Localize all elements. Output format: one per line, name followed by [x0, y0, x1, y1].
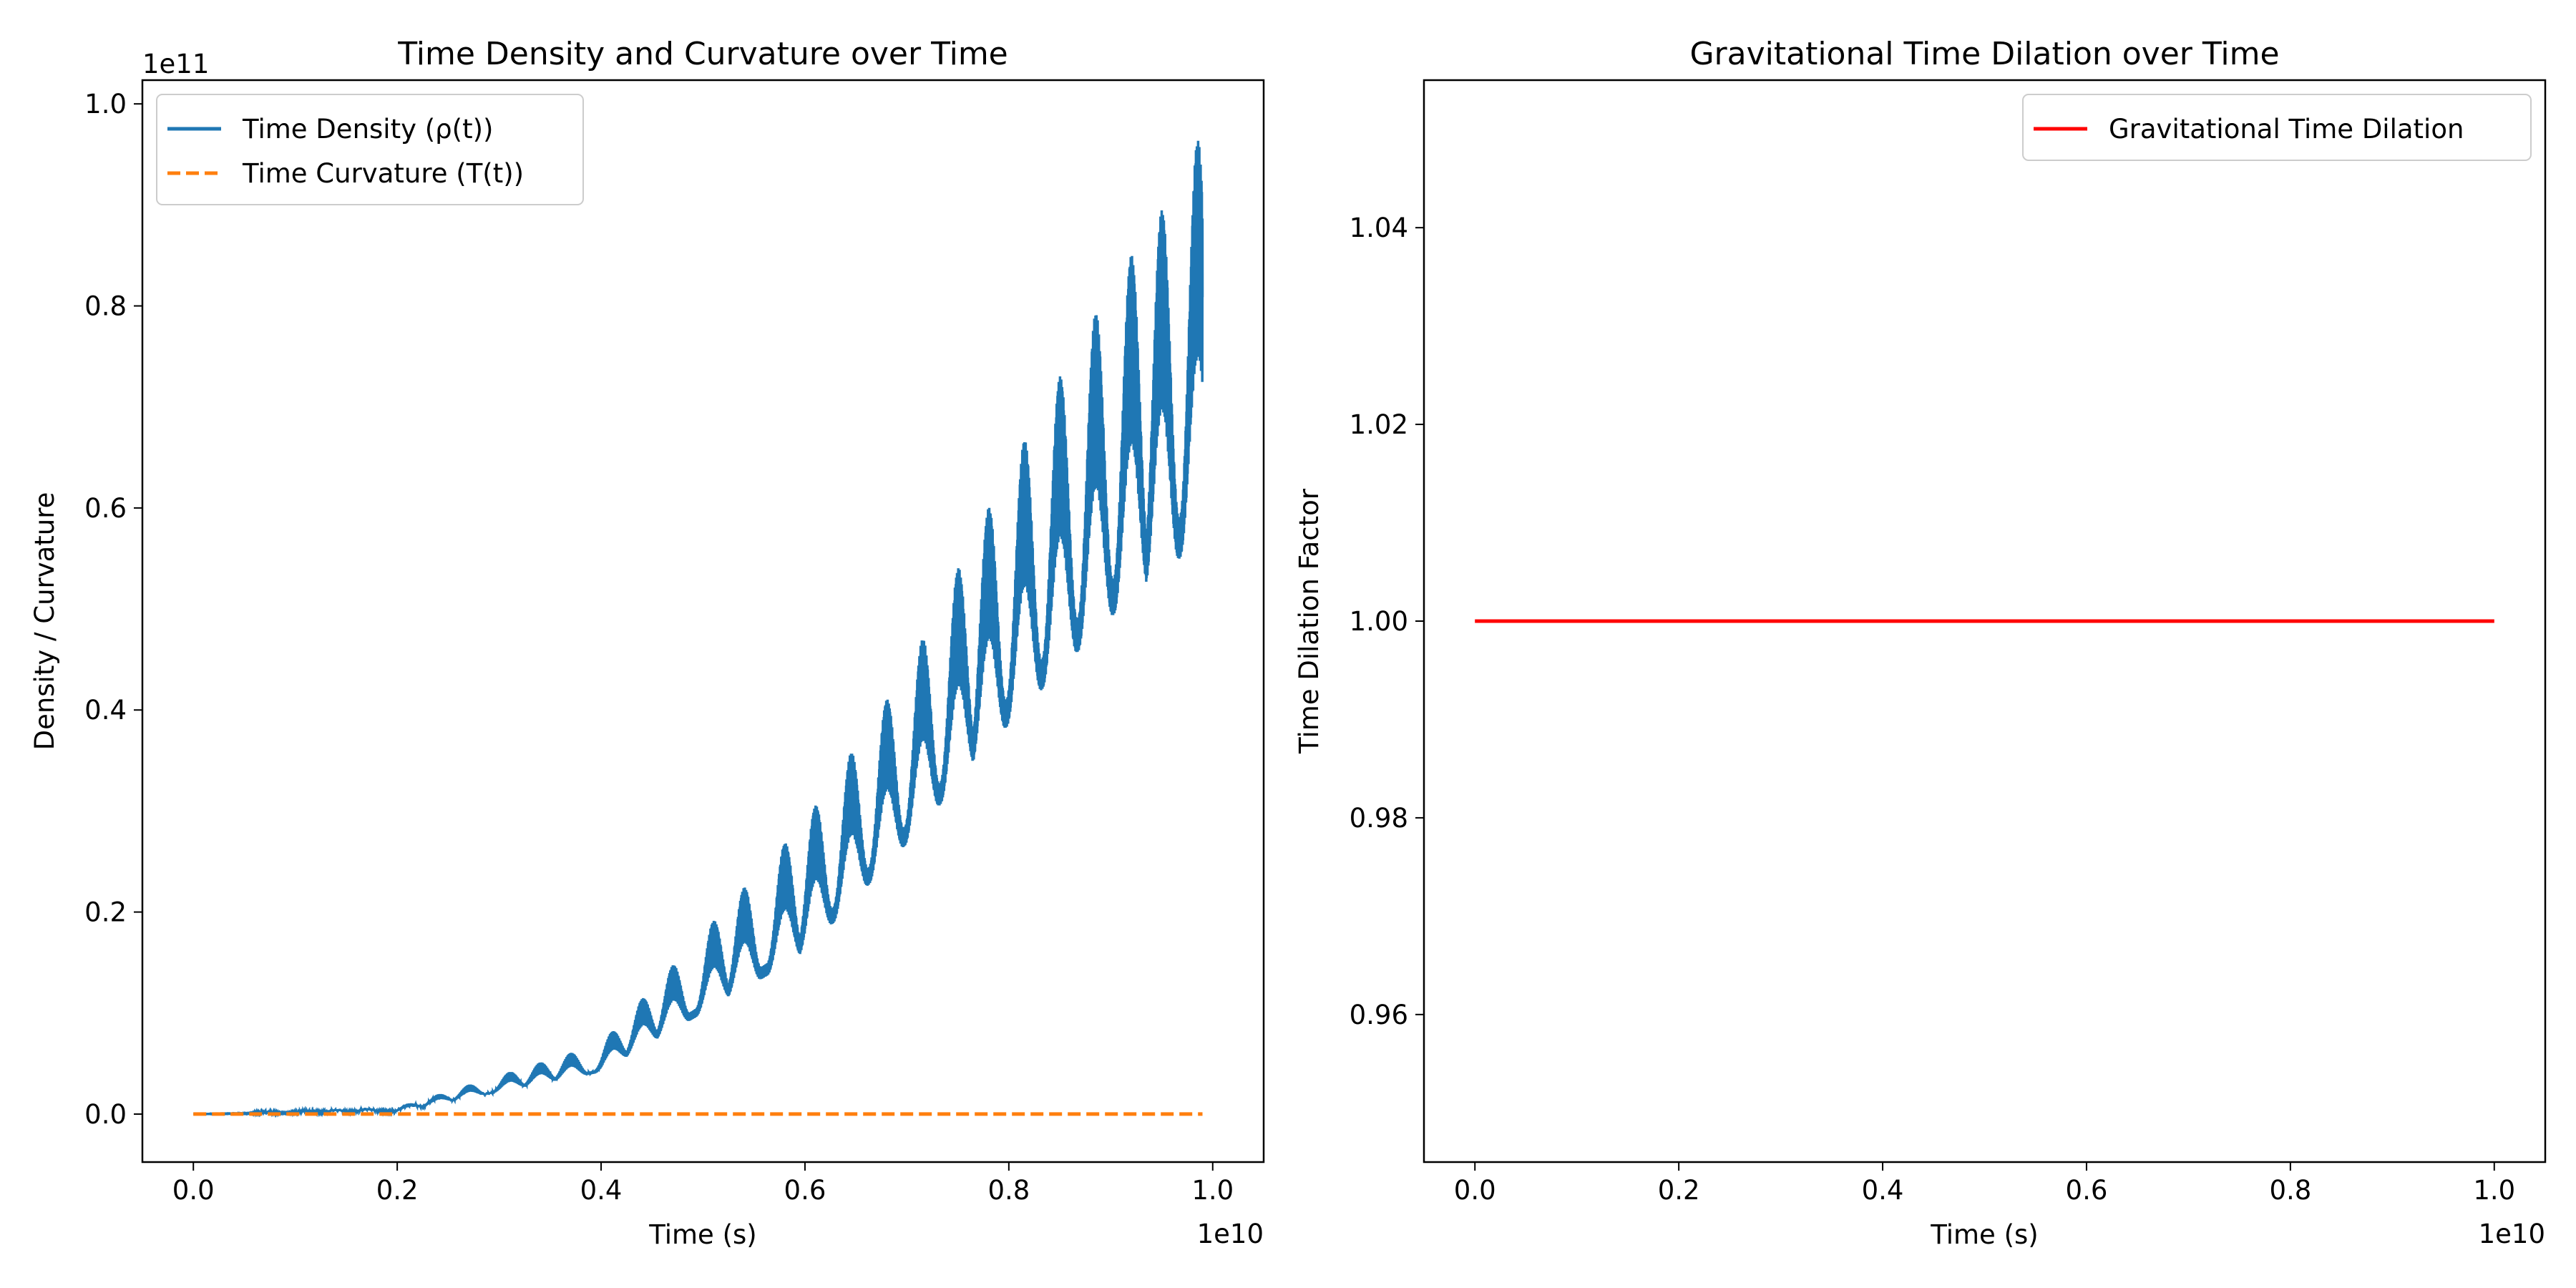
y-tick-label: 1.02: [1350, 409, 1408, 440]
x-tick-label: 0.0: [1454, 1175, 1496, 1206]
x-tick-label: 0.4: [1862, 1175, 1904, 1206]
legend-box: [156, 94, 584, 205]
legend-label: Time Density (ρ(t)): [242, 114, 493, 145]
y-tick-label: 0.6: [84, 493, 127, 524]
x-axis-label: Time (s): [648, 1219, 756, 1250]
x-tick-label: 0.2: [1658, 1175, 1700, 1206]
y-tick-label: 0.4: [84, 695, 127, 726]
series-0-line: [193, 140, 1204, 1118]
x-tick-label: 0.8: [2269, 1175, 2311, 1206]
chart-title: Time Density and Curvature over Time: [397, 36, 1008, 72]
y-tick-label: 0.2: [84, 897, 127, 928]
legend-box: [2022, 94, 2532, 161]
x-axis-label: Time (s): [1930, 1219, 2038, 1250]
x-offset-text: 1e10: [2479, 1219, 2545, 1249]
y-axis-label: Density / Curvature: [29, 492, 60, 751]
x-tick-label: 1.0: [2473, 1175, 2515, 1206]
chart-title: Gravitational Time Dilation over Time: [1689, 36, 2279, 72]
x-tick-label: 0.4: [580, 1175, 623, 1206]
y-axis-label: Time Dilation Factor: [1294, 488, 1324, 754]
x-offset-text: 1e10: [1197, 1219, 1264, 1249]
y-tick-label: 0.98: [1350, 803, 1408, 834]
x-tick-label: 1.0: [1191, 1175, 1234, 1206]
x-tick-label: 0.6: [2066, 1175, 2108, 1206]
y-tick-label: 1.00: [1350, 606, 1408, 637]
y-offset-text: 1e11: [142, 49, 209, 79]
y-tick-label: 1.04: [1350, 213, 1408, 243]
legend-label: Gravitational Time Dilation: [2109, 114, 2464, 145]
x-tick-label: 0.8: [987, 1175, 1030, 1206]
x-tick-label: 0.6: [784, 1175, 826, 1206]
axes-frame: [141, 79, 1265, 1163]
x-tick-label: 0.2: [376, 1175, 419, 1206]
y-tick-label: 1.0: [84, 89, 127, 119]
y-tick-label: 0.0: [84, 1099, 127, 1130]
x-tick-label: 0.0: [172, 1175, 215, 1206]
y-tick-label: 0.96: [1350, 1000, 1408, 1030]
y-tick-label: 0.8: [84, 291, 127, 322]
legend-label: Time Curvature (T(t)): [242, 158, 524, 189]
